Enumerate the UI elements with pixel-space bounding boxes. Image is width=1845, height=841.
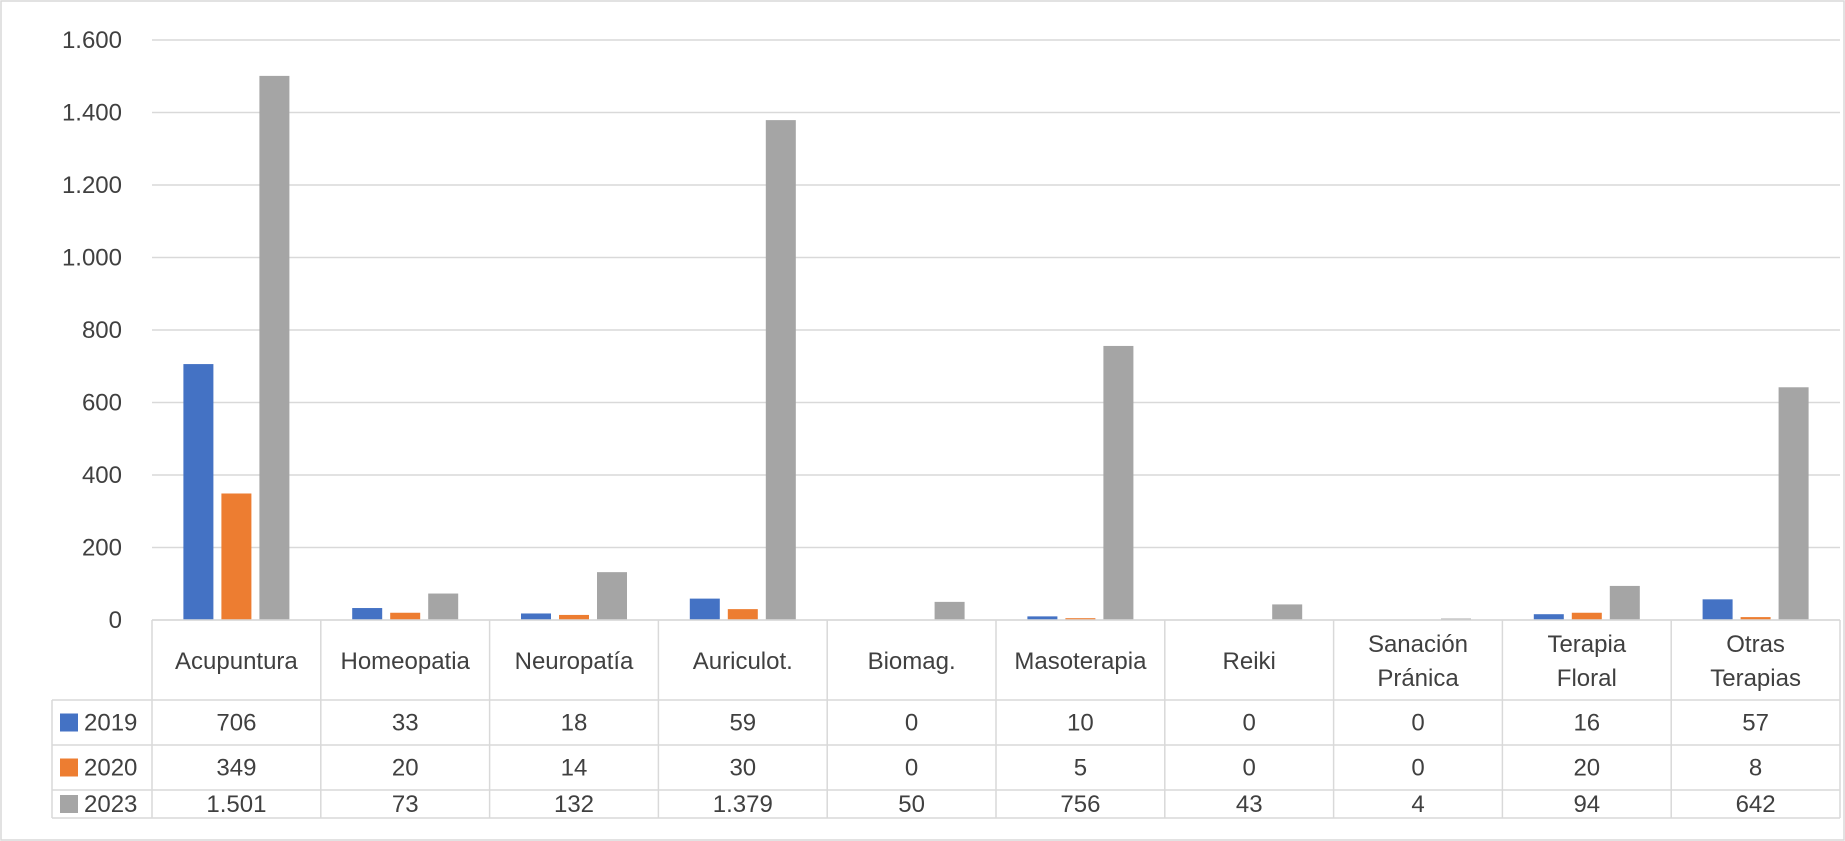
table-value: 1.379 bbox=[713, 791, 773, 818]
table-value: 0 bbox=[1243, 755, 1256, 782]
table-value: 50 bbox=[898, 791, 925, 818]
y-tick-label: 400 bbox=[82, 462, 122, 489]
y-tick-label: 1.200 bbox=[62, 172, 122, 199]
legend-swatch bbox=[60, 758, 78, 777]
bars bbox=[183, 75, 1809, 621]
y-tick-label: 1.600 bbox=[62, 27, 122, 54]
table-value: 73 bbox=[392, 791, 419, 818]
table-value: 5 bbox=[1074, 755, 1087, 782]
table-value: 57 bbox=[1742, 710, 1769, 737]
table-value: 4 bbox=[1411, 791, 1424, 818]
bar-2023 bbox=[1609, 585, 1640, 620]
bar-2023 bbox=[1778, 387, 1809, 620]
legend-swatch bbox=[60, 713, 78, 732]
table-value: 0 bbox=[1243, 710, 1256, 737]
bar-2019 bbox=[1702, 599, 1733, 620]
y-axis-tick-labels: 0 200 400 600 800 1.000 1.200 1.400 1.600 bbox=[62, 27, 122, 634]
table-value: 30 bbox=[729, 755, 756, 782]
table-value: 16 bbox=[1573, 710, 1600, 737]
category-label: Terapias bbox=[1710, 665, 1801, 692]
table-value: 0 bbox=[1411, 710, 1424, 737]
bar-2019 bbox=[1533, 614, 1564, 620]
table-value: 94 bbox=[1573, 791, 1600, 818]
bar-2020 bbox=[1740, 617, 1771, 620]
data-table: Acupuntura Homeopatia Neuropatía Auriculot.… bbox=[51, 619, 1841, 819]
table-value: 10 bbox=[1067, 710, 1094, 737]
bar-2019 bbox=[689, 598, 720, 620]
y-tick-label: 200 bbox=[82, 535, 122, 562]
category-label: Acupuntura bbox=[175, 648, 298, 675]
bar-2019 bbox=[352, 608, 383, 620]
category-label: Otras bbox=[1726, 631, 1785, 658]
bar-2020 bbox=[1571, 612, 1602, 620]
bar-2023 bbox=[934, 601, 965, 620]
y-tick-label: 1.400 bbox=[62, 100, 122, 127]
table-value: 59 bbox=[729, 710, 756, 737]
legend-series-name: 2019 bbox=[84, 710, 137, 737]
y-tick-label: 600 bbox=[82, 390, 122, 417]
category-label: Auriculot. bbox=[693, 648, 793, 675]
table-value: 0 bbox=[905, 755, 918, 782]
category-label: Neuropatía bbox=[515, 648, 634, 675]
bar-2023 bbox=[428, 593, 459, 620]
table-value: 43 bbox=[1236, 791, 1263, 818]
bar-2019 bbox=[183, 364, 214, 620]
bar-2023 bbox=[259, 75, 290, 620]
bar-2020 bbox=[221, 493, 252, 620]
legend-series-name: 2020 bbox=[84, 755, 137, 782]
category-label: Masoterapia bbox=[1014, 648, 1147, 675]
bar-2020 bbox=[1065, 618, 1096, 620]
category-label: Sanación bbox=[1368, 631, 1468, 658]
bar-2019 bbox=[1027, 616, 1058, 620]
legend-series-name: 2023 bbox=[84, 791, 137, 818]
table-value: 132 bbox=[554, 791, 594, 818]
category-label: Reiki bbox=[1223, 648, 1276, 675]
bar-2023 bbox=[597, 572, 627, 620]
table-value: 0 bbox=[1411, 755, 1424, 782]
table-value: 706 bbox=[216, 710, 256, 737]
table-value: 349 bbox=[216, 755, 256, 782]
table-value: 642 bbox=[1736, 791, 1776, 818]
category-label: Homeopatia bbox=[340, 648, 470, 675]
table-value: 8 bbox=[1749, 755, 1762, 782]
bar-2023 bbox=[1103, 345, 1134, 620]
table-value: 1.501 bbox=[206, 791, 266, 818]
table-value: 33 bbox=[392, 710, 419, 737]
table-value: 0 bbox=[905, 710, 918, 737]
bar-2019 bbox=[521, 613, 551, 620]
table-value: 20 bbox=[1573, 755, 1600, 782]
bar-2023 bbox=[1272, 604, 1303, 620]
category-label: Pránica bbox=[1377, 665, 1459, 692]
category-label: Floral bbox=[1557, 665, 1617, 692]
table-value: 18 bbox=[561, 710, 588, 737]
bar-2020 bbox=[559, 614, 589, 620]
table-value: 20 bbox=[392, 755, 419, 782]
category-label: Terapia bbox=[1547, 631, 1626, 658]
y-tick-label: 1.000 bbox=[62, 245, 122, 272]
bar-2020 bbox=[390, 612, 421, 620]
bar-2020 bbox=[727, 609, 758, 620]
legend-swatch bbox=[60, 795, 78, 813]
category-label: Biomag. bbox=[868, 648, 956, 675]
y-tick-label: 0 bbox=[109, 607, 122, 634]
table-value: 14 bbox=[561, 755, 588, 782]
table-value: 756 bbox=[1060, 791, 1100, 818]
bar-2023 bbox=[765, 120, 796, 621]
y-tick-label: 800 bbox=[82, 317, 122, 344]
